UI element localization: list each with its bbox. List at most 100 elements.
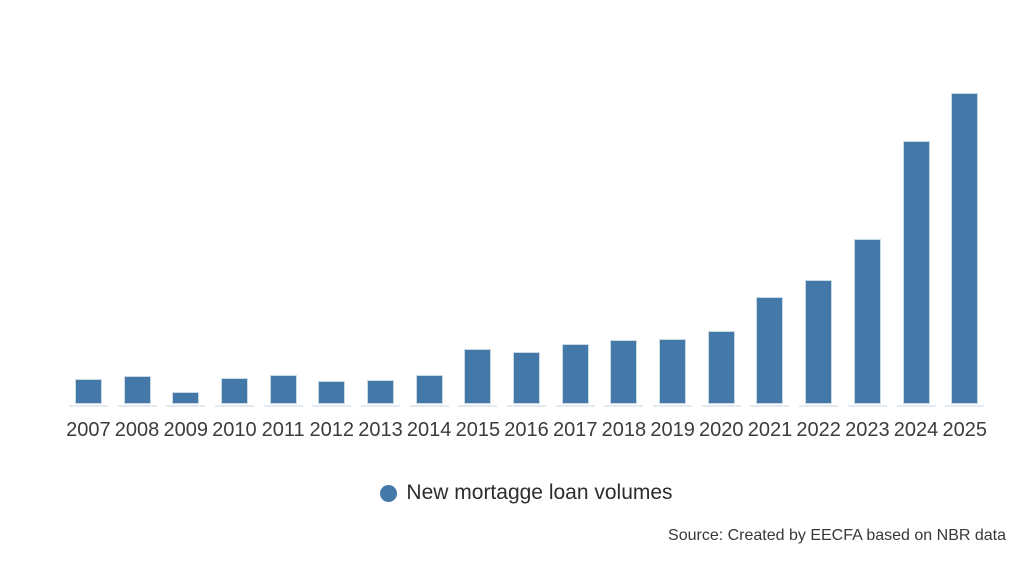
axis-tick-2013: [360, 405, 400, 407]
tick-slot-2018: [600, 405, 649, 407]
tick-slot-2017: [551, 405, 600, 407]
legend-circle-icon: [380, 484, 398, 502]
axis-tick-2018: [604, 405, 644, 407]
axis-tick-2008: [117, 405, 157, 407]
bar-slot-2010: [210, 378, 259, 403]
axis-tick-2023: [847, 405, 887, 407]
x-axis-label-2012: 2012: [309, 419, 355, 441]
bar-slot-2025: [940, 93, 989, 403]
axis-tick-2020: [701, 405, 741, 407]
bar-2019: [660, 339, 686, 403]
tick-slot-2023: [843, 405, 892, 407]
axis-tick-2011: [263, 405, 303, 407]
tick-slot-2010: [210, 405, 259, 407]
bar-slot-2009: [161, 393, 210, 403]
tick-slot-2024: [892, 405, 941, 407]
bar-slot-2019: [648, 339, 697, 403]
tick-slot-2022: [794, 405, 843, 407]
x-axis-label-2025: 2025: [942, 419, 987, 441]
bar-2015: [465, 350, 491, 403]
source-note: Source: Created by EECFA based on NBR da…: [668, 527, 1006, 544]
bar-2017: [562, 345, 588, 403]
bar-2013: [367, 381, 393, 403]
bar-slot-2024: [892, 141, 941, 403]
x-axis-label-2014: 2014: [406, 419, 452, 441]
bar-slot-2008: [113, 377, 162, 403]
tick-slot-2007: [64, 405, 113, 407]
bar-2011: [270, 376, 296, 403]
axis-tick-2017: [555, 405, 595, 407]
bar-2014: [416, 375, 442, 403]
x-axis-label-2022: 2022: [796, 419, 841, 441]
tick-slot-2016: [502, 405, 551, 407]
bar-2023: [854, 239, 880, 403]
x-axis-label-2007: 2007: [66, 419, 111, 441]
x-axis-label-2015: 2015: [455, 419, 501, 441]
bar-slot-2020: [697, 332, 746, 403]
tick-slot-2021: [746, 405, 795, 407]
bar-slot-2007: [64, 380, 113, 403]
x-axis-label-2021: 2021: [747, 419, 793, 441]
tick-slot-2025: [940, 405, 989, 407]
axis-tick-2016: [507, 405, 547, 407]
bar-slot-2022: [794, 281, 843, 403]
x-axis-labels: 2007 2008 2009 2010 2011 2012 2013 2014 2015 2016…: [64, 417, 989, 443]
bar-slot-2012: [307, 382, 356, 403]
axis-tick-2019: [653, 405, 693, 407]
bar-2021: [757, 297, 783, 403]
axis-tick-2009: [166, 405, 206, 407]
axis-tick-2007: [68, 405, 108, 407]
x-axis-label-2011: 2011: [261, 419, 305, 441]
axis-tick-2024: [896, 405, 936, 407]
bar-slot-2017: [551, 345, 600, 403]
bar-2010: [221, 378, 247, 403]
bar-slot-2018: [600, 341, 649, 403]
x-axis-label-2016: 2016: [504, 419, 549, 441]
bar-2022: [806, 281, 832, 403]
axis-tick-2021: [750, 405, 790, 407]
x-axis-label-2017: 2017: [552, 419, 598, 441]
bar-slot-2013: [356, 381, 405, 403]
bar-slot-2015: [454, 350, 503, 403]
axis-tick-2015: [458, 405, 498, 407]
bar-2016: [514, 352, 540, 403]
x-axis-label-2024: 2024: [893, 419, 939, 441]
x-axis-label-2010: 2010: [212, 419, 257, 441]
x-axis-ticks: [64, 405, 989, 407]
x-axis-label-2008: 2008: [114, 419, 160, 441]
x-axis-label-2020: 2020: [699, 419, 744, 441]
tick-slot-2012: [307, 405, 356, 407]
axis-tick-2025: [945, 405, 985, 407]
bar-2018: [611, 341, 637, 403]
tick-slot-2015: [454, 405, 503, 407]
bar-slot-2023: [843, 239, 892, 403]
axis-tick-2022: [799, 405, 839, 407]
tick-slot-2009: [161, 405, 210, 407]
tick-slot-2019: [648, 405, 697, 407]
bar-slot-2011: [259, 376, 308, 403]
legend: New mortagge loan volumes: [64, 481, 989, 505]
axis-tick-2010: [214, 405, 254, 407]
x-axis-label-2009: 2009: [163, 419, 208, 441]
axis-tick-2014: [409, 405, 449, 407]
tick-slot-2008: [113, 405, 162, 407]
x-axis-label-2018: 2018: [601, 419, 647, 441]
axis-tick-2012: [312, 405, 352, 407]
tick-slot-2011: [259, 405, 308, 407]
bar-2007: [75, 380, 101, 403]
bar-2012: [319, 382, 345, 403]
bar-2025: [952, 93, 978, 403]
legend-label: New mortagge loan volumes: [406, 481, 673, 504]
bar-slot-2016: [502, 352, 551, 403]
bar-plot-area: [64, 0, 989, 403]
tick-slot-2013: [356, 405, 405, 407]
bar-slot-2021: [746, 297, 795, 403]
x-axis-label-2023: 2023: [845, 419, 890, 441]
bar-2020: [708, 332, 734, 403]
tick-slot-2014: [405, 405, 454, 407]
bar-2024: [903, 141, 929, 403]
bar-2008: [124, 377, 150, 403]
x-axis-label-2019: 2019: [650, 419, 695, 441]
tick-slot-2020: [697, 405, 746, 407]
